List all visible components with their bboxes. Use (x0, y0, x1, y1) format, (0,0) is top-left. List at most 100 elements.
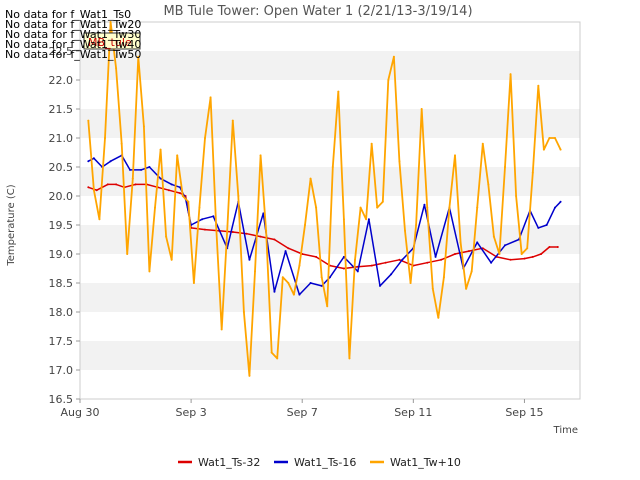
chart-title: MB Tule Tower: Open Water 1 (2/21/13-3/1… (163, 4, 472, 19)
data-point (370, 142, 373, 145)
data-point (137, 55, 140, 58)
data-point (356, 270, 359, 273)
data-point (281, 276, 284, 279)
y-tick-label: 18.5 (49, 277, 74, 290)
data-point (262, 212, 265, 215)
data-point (387, 79, 390, 81)
data-point (381, 200, 384, 203)
data-point (140, 168, 143, 171)
data-point (148, 270, 151, 273)
series-line-Wat1_Tw+10 (87, 21, 562, 377)
data-point (167, 189, 170, 192)
data-point (106, 183, 109, 186)
data-point (181, 195, 184, 197)
data-point (248, 258, 251, 261)
data-point (492, 235, 495, 238)
data-point (298, 293, 301, 296)
data-point (504, 244, 506, 247)
data-point (209, 96, 212, 99)
data-point (231, 230, 234, 233)
data-point (448, 206, 451, 209)
x-axis-ticks: Aug 30 Sep 3 Sep 7 Sep 11 Sep 15 (61, 399, 544, 419)
data-point (420, 108, 423, 110)
data-point (259, 235, 262, 238)
data-point (556, 246, 559, 249)
data-point (87, 160, 90, 163)
data-point (370, 264, 373, 267)
data-point (95, 189, 98, 192)
data-point (481, 142, 484, 145)
data-point (337, 90, 340, 93)
data-point (367, 218, 370, 221)
data-point (559, 200, 562, 203)
data-point (331, 166, 334, 168)
data-point (276, 357, 279, 360)
data-point (220, 328, 223, 331)
data-point (365, 218, 368, 221)
data-point (554, 206, 556, 209)
y-tick-label: 20.5 (49, 161, 74, 174)
data-point (92, 189, 95, 192)
y-tick-label: 18.0 (49, 306, 74, 319)
data-point (423, 203, 426, 206)
data-point (92, 157, 95, 160)
data-point (315, 255, 318, 258)
data-point (115, 183, 118, 186)
data-point (454, 253, 456, 255)
y-tick-label: 19.5 (49, 219, 74, 232)
data-point (359, 206, 362, 209)
data-point (454, 154, 456, 157)
no-data-message: No data for f_Wat1_Tw50 (5, 48, 141, 61)
data-point (326, 305, 329, 308)
data-point (329, 276, 331, 279)
data-point (170, 258, 173, 261)
data-point (540, 253, 543, 255)
x-tick-label: Sep 11 (394, 406, 432, 419)
data-point (187, 200, 190, 203)
data-point (404, 229, 406, 232)
data-point (476, 206, 479, 209)
data-point (542, 148, 545, 151)
data-point (504, 166, 506, 168)
x-tick-label: Sep 7 (287, 406, 318, 419)
data-point (265, 229, 268, 232)
y-tick-label: 16.5 (49, 393, 74, 406)
data-point (120, 142, 123, 145)
data-point (384, 261, 387, 264)
data-point (559, 148, 562, 151)
data-point (248, 374, 251, 377)
data-point (231, 119, 234, 122)
data-point (320, 276, 323, 279)
legend-label: Wat1_Tw+10 (390, 456, 461, 469)
data-point (198, 206, 201, 209)
data-point (548, 246, 551, 249)
data-point (273, 238, 276, 241)
x-tick-label: Sep 15 (505, 406, 543, 419)
data-point (415, 224, 418, 226)
data-point (254, 270, 256, 273)
data-point (476, 241, 479, 244)
data-point (109, 21, 112, 23)
x-tick-label: Sep 3 (175, 406, 206, 419)
grid-band (80, 283, 580, 312)
no-data-message: No data for f_Wat1_Tw40 (5, 38, 141, 51)
data-point (201, 218, 204, 221)
y-tick-label: 17.5 (49, 335, 74, 348)
data-point (109, 160, 112, 163)
data-point (87, 119, 90, 122)
data-point (342, 267, 345, 270)
data-point (309, 282, 312, 284)
grid-band (80, 341, 580, 370)
plot-frame (79, 21, 581, 400)
data-point (409, 282, 412, 284)
data-point (204, 228, 206, 231)
data-point (87, 186, 90, 189)
data-point (348, 357, 351, 360)
data-point (531, 255, 534, 258)
data-point (431, 287, 434, 290)
grid-band (80, 109, 580, 138)
data-point (523, 257, 526, 260)
data-point (270, 351, 273, 354)
data-point (520, 253, 523, 255)
